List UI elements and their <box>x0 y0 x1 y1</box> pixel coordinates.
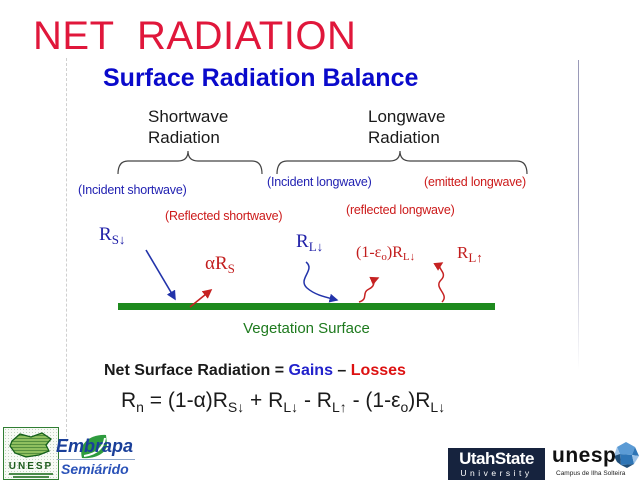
unesp-right-logo-name: unesp <box>552 444 617 467</box>
content-right-border <box>578 60 579 370</box>
formula-part: + R <box>244 389 284 412</box>
formula-sub: L↓ <box>430 399 446 415</box>
embrapa-logo-name: Embrapa <box>56 436 134 456</box>
symbol-sub: L↓ <box>402 251 416 263</box>
unesp-left-smalltext-bar <box>13 476 49 478</box>
symbol-sub: L↑ <box>468 250 483 265</box>
formula-sub: L↓ <box>283 399 299 415</box>
rn-formula: Rn = (1-α)RS↓ + RL↓ - RL↑ - (1-εo)RL↓ <box>121 389 446 415</box>
symbol-part: (1-ε <box>356 244 382 261</box>
longwave-heading: Longwave Radiation <box>368 106 446 148</box>
net-radiation-equation: Net Surface Radiation = Gains – Losses <box>104 362 406 380</box>
symbol-base: R <box>296 231 309 252</box>
formula-sub: n <box>136 399 144 415</box>
emitted-longwave-wavy-arrow <box>433 262 445 303</box>
symbol-sub: S <box>227 261 235 276</box>
shortwave-heading: Shortwave Radiation <box>148 106 228 148</box>
incoming-longwave-symbol: RL↓ <box>296 231 323 253</box>
embrapa-leaf-icon <box>81 434 107 459</box>
shortwave-heading-line2: Radiation <box>148 128 220 147</box>
reflected-shortwave-symbol: αRS <box>205 253 235 275</box>
diagram-title: Surface Radiation Balance <box>103 64 419 92</box>
unesp-left-logo: UNESP <box>3 427 59 480</box>
formula-part: R <box>121 389 137 412</box>
symbol-part: )R <box>386 244 403 261</box>
symbol-sub: o <box>381 251 387 263</box>
equation-gains: Gains <box>288 362 333 379</box>
utah-state-name: UtahState <box>459 449 534 468</box>
equation-minus: – <box>332 362 351 379</box>
incoming-shortwave-symbol: RS↓ <box>99 224 125 246</box>
symbol-base: αR <box>205 253 228 274</box>
longwave-heading-line2: Radiation <box>368 128 440 147</box>
unesp-left-acronym: UNESP <box>8 461 54 472</box>
formula-part: - R <box>298 389 332 412</box>
incident-longwave-label: (Incident longwave) <box>267 175 372 189</box>
incident-shortwave-label: (Incident shortwave) <box>78 183 187 197</box>
formula-sub: S↓ <box>227 399 245 415</box>
utah-state-university-label: University <box>460 468 533 478</box>
unesp-left-smalltext-bar <box>9 473 53 475</box>
utah-state-logo: UtahState University <box>448 448 545 480</box>
longwave-brace <box>276 150 528 175</box>
shortwave-heading-line1: Shortwave <box>148 107 229 126</box>
incoming-shortwave-arrow <box>145 249 176 301</box>
unesp-right-campus-label: Campus de Ilha Solteira <box>556 470 626 477</box>
unesp-crystal-icon <box>614 442 639 468</box>
vegetation-surface-label: Vegetation Surface <box>243 320 370 337</box>
symbol-sub: L↓ <box>308 239 324 254</box>
emitted-longwave-label: (emitted longwave) <box>424 175 527 189</box>
content-left-border <box>66 58 67 442</box>
incoming-longwave-wavy-arrow <box>303 261 339 303</box>
reflected-shortwave-label: (Reflected shortwave) <box>165 209 283 223</box>
reflected-longwave-wavy-arrow <box>358 276 380 303</box>
equation-lhs: Net Surface Radiation = <box>104 362 289 379</box>
shortwave-brace <box>117 150 263 175</box>
symbol-base: R <box>457 243 469 262</box>
equation-losses: Losses <box>350 362 406 379</box>
symbol-sub: S↓ <box>111 232 126 247</box>
symbol-base: R <box>99 224 112 245</box>
embrapa-unit-label: Semiárido <box>61 461 129 477</box>
formula-part: )R <box>408 389 431 412</box>
reflected-longwave-symbol: (1-εo)RL↓ <box>356 244 416 263</box>
formula-part: - (1-ε <box>346 389 401 412</box>
page-title: NET RADIATION <box>33 14 357 58</box>
formula-sub: L↑ <box>331 399 347 415</box>
reflected-longwave-label: (reflected longwave) <box>346 203 455 217</box>
sao-paulo-map-icon <box>9 432 52 458</box>
formula-sub: o <box>400 399 409 415</box>
embrapa-rule <box>57 459 135 460</box>
formula-part: = (1-α)R <box>143 389 228 412</box>
longwave-heading-line1: Longwave <box>368 107 446 126</box>
emitted-longwave-symbol: RL↑ <box>457 243 483 265</box>
vegetation-surface-bar <box>118 303 495 310</box>
